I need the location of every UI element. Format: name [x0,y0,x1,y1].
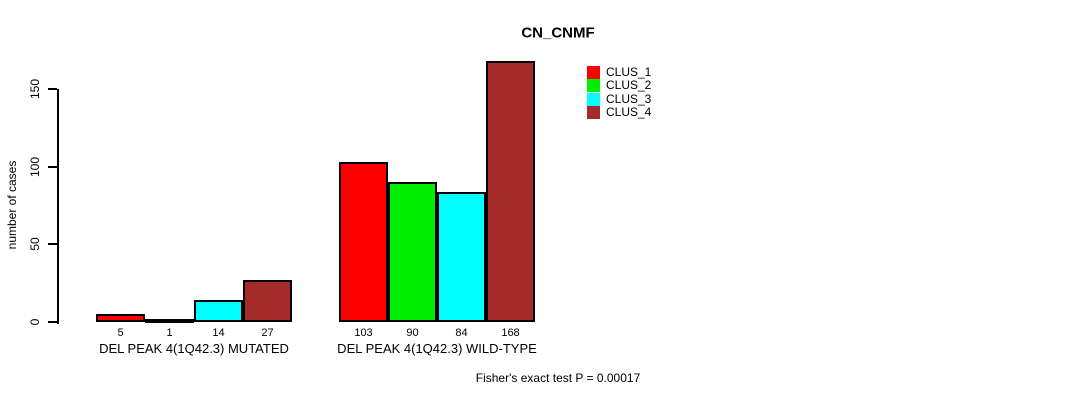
bar-value-label: 103 [354,327,373,339]
bar-value-label: 5 [117,327,124,339]
bar-clus-4-group-2 [486,61,535,322]
y-tick [48,88,57,90]
bar-value-label: 14 [212,327,225,339]
bar-clus-2-group-1 [145,319,194,323]
bar-clus-4-group-1 [243,280,292,322]
y-tick [48,243,57,246]
bar-clus-1-group-2 [339,162,388,322]
legend-label: CLUS_1 [606,65,652,79]
bar-value-label: 168 [501,327,520,339]
y-tick-label: 100 [28,156,42,177]
bar-clus-3-group-1 [194,300,243,322]
bar-clus-2-group-2 [388,182,437,322]
chart-title: CN_CNMF [521,24,595,42]
legend-swatch-clus-1 [587,66,600,79]
legend-swatch-clus-2 [587,79,600,93]
bar-value-label: 90 [406,327,419,339]
group-label: DEL PEAK 4(1Q42.3) MUTATED [99,341,289,356]
legend-label: CLUS_2 [606,78,652,93]
legend-label: CLUS_3 [606,91,652,106]
y-tick-label: 50 [28,237,42,252]
bar-value-label: 84 [455,327,468,339]
legend-label: CLUS_4 [606,104,652,119]
y-tick-label: 0 [28,318,42,326]
bar-clus-1-group-1 [96,314,145,322]
y-axis-title: number of cases [5,160,19,250]
y-tick-label: 150 [28,78,42,100]
bar-value-label: 1 [166,327,173,339]
y-axis-line [57,89,59,324]
y-tick [48,165,57,168]
fisher-test-annotation: Fisher's exact test P = 0.00017 [475,371,641,385]
bar-clus-3-group-2 [437,191,486,322]
group-label: DEL PEAK 4(1Q42.3) WILD-TYPE [337,341,537,356]
bar-value-label: 27 [261,327,274,339]
y-tick [48,321,57,323]
legend-swatch-clus-3 [587,92,600,106]
legend-swatch-clus-4 [587,105,600,119]
